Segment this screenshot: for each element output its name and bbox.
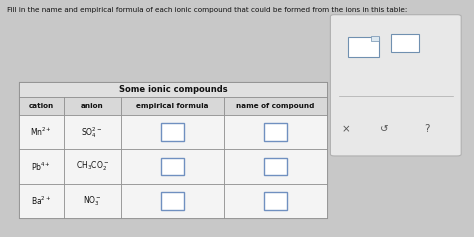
Bar	[64, 115, 120, 149]
FancyBboxPatch shape	[330, 15, 461, 156]
Text: Ba$^{2+}$: Ba$^{2+}$	[31, 195, 52, 207]
Bar	[371, 36, 379, 41]
FancyBboxPatch shape	[264, 158, 287, 175]
Text: cation: cation	[28, 103, 54, 109]
Bar	[19, 184, 64, 218]
Bar	[120, 97, 224, 115]
Bar	[64, 97, 120, 115]
Bar	[224, 115, 327, 149]
FancyBboxPatch shape	[264, 123, 287, 141]
Text: ?: ?	[424, 124, 429, 134]
Text: SO$_4^{2-}$: SO$_4^{2-}$	[82, 125, 103, 140]
Bar	[19, 82, 327, 218]
Bar	[120, 184, 224, 218]
FancyBboxPatch shape	[161, 123, 183, 141]
Text: NO$_3^-$: NO$_3^-$	[83, 194, 101, 208]
Text: ↺: ↺	[380, 124, 388, 134]
FancyBboxPatch shape	[161, 158, 183, 175]
Text: Pb$^{4+}$: Pb$^{4+}$	[31, 160, 51, 173]
Bar	[64, 149, 120, 184]
Text: name of compound: name of compound	[236, 103, 315, 109]
FancyBboxPatch shape	[264, 192, 287, 210]
Bar	[19, 97, 64, 115]
Text: ×: ×	[342, 124, 350, 134]
Bar	[19, 115, 64, 149]
Bar	[348, 37, 379, 57]
Text: Fill in the name and empirical formula of each ionic compound that could be form: Fill in the name and empirical formula o…	[7, 7, 408, 13]
Text: Some ionic compounds: Some ionic compounds	[118, 85, 228, 94]
Text: Mn$^{2+}$: Mn$^{2+}$	[30, 126, 52, 138]
Bar	[224, 97, 327, 115]
Text: anion: anion	[81, 103, 103, 109]
FancyBboxPatch shape	[161, 192, 183, 210]
Bar	[120, 149, 224, 184]
Bar	[19, 82, 327, 97]
Bar	[64, 184, 120, 218]
Bar	[391, 34, 419, 52]
Text: empirical formula: empirical formula	[136, 103, 209, 109]
Text: CH$_3$CO$_2^-$: CH$_3$CO$_2^-$	[75, 160, 109, 173]
Bar	[19, 149, 64, 184]
Bar	[120, 115, 224, 149]
Bar	[224, 149, 327, 184]
Bar	[224, 184, 327, 218]
